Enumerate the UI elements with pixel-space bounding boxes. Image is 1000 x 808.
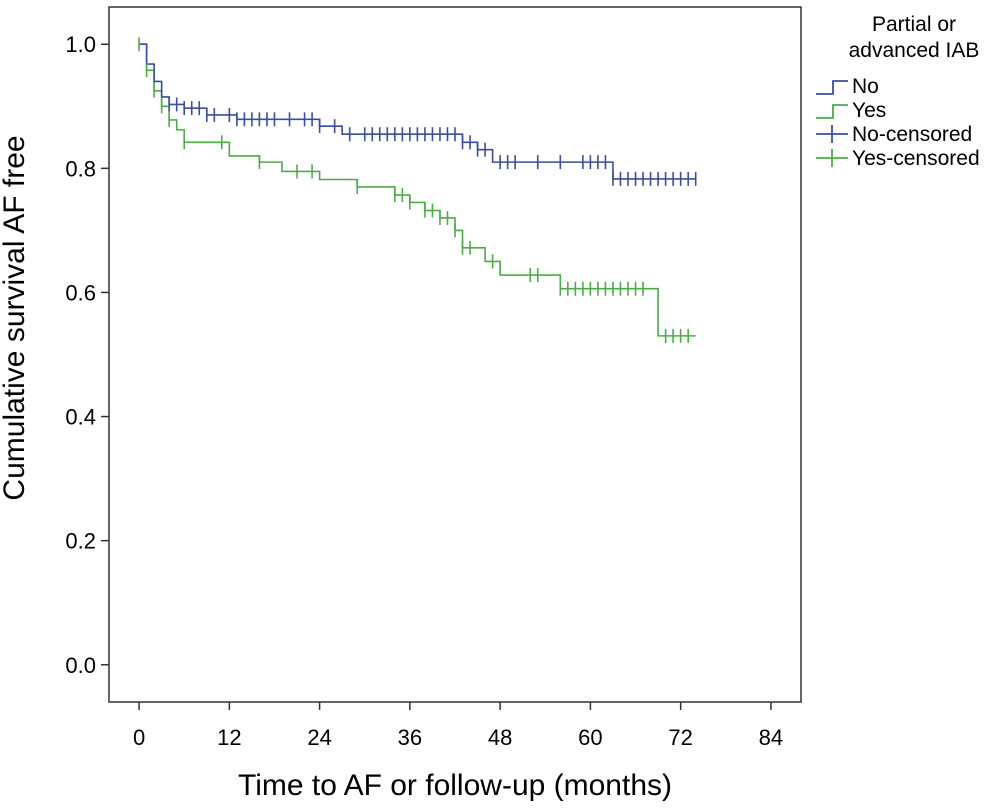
legend-label: No: [852, 75, 879, 98]
legend-title-line-2: advanced IAB: [849, 39, 980, 62]
legend-swatch: [816, 80, 848, 95]
x-tick-label: 0: [133, 725, 145, 750]
y-axis-title: Cumulative survival AF free: [0, 135, 31, 500]
legend-item: Yes-censored: [816, 147, 980, 170]
y-axis: 0.0 0.2 0.4 0.6 0.8 1.0: [65, 32, 109, 678]
legend-item: No-censored: [816, 123, 972, 146]
y-tick-label: 0.2: [65, 529, 96, 554]
x-tick-label: 12: [217, 725, 241, 750]
x-axis: 0 12 24 36 48 60 72 84: [133, 702, 783, 750]
x-tick-label: 36: [398, 725, 422, 750]
x-tick-label: 84: [759, 725, 783, 750]
legend-item: Yes: [816, 99, 886, 122]
legend: Partial or advanced IAB NoYesNo-censored…: [816, 13, 980, 170]
x-axis-title: Time to AF or follow-up (months): [238, 769, 672, 802]
y-tick-label: 0.4: [65, 405, 96, 430]
legend-label: No-censored: [852, 123, 972, 146]
legend-swatch: [816, 104, 848, 119]
y-tick-label: 0.6: [65, 280, 96, 305]
y-tick-label: 0.8: [65, 156, 96, 181]
y-tick-label: 1.0: [65, 32, 96, 57]
x-tick-label: 72: [668, 725, 692, 750]
legend-item: No: [816, 75, 879, 98]
x-tick-label: 24: [307, 725, 331, 750]
legend-label: Yes: [852, 99, 886, 122]
x-tick-label: 48: [488, 725, 512, 750]
censor-layer: [138, 37, 697, 343]
x-tick-label: 60: [578, 725, 602, 750]
y-tick-label: 0.0: [65, 653, 96, 678]
legend-label: Yes-censored: [852, 147, 980, 170]
legend-title-line-1: Partial or: [872, 13, 956, 36]
plot-frame: [108, 6, 802, 703]
